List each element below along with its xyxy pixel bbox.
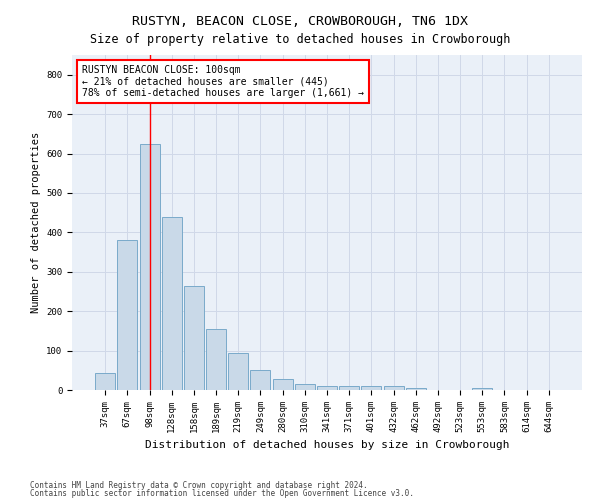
Bar xyxy=(162,218,182,390)
Bar xyxy=(406,388,426,390)
Bar xyxy=(295,384,315,390)
Bar xyxy=(472,388,492,390)
X-axis label: Distribution of detached houses by size in Crowborough: Distribution of detached houses by size … xyxy=(145,440,509,450)
Bar xyxy=(339,386,359,390)
Bar xyxy=(361,386,382,390)
Text: Size of property relative to detached houses in Crowborough: Size of property relative to detached ho… xyxy=(90,32,510,46)
Text: Contains HM Land Registry data © Crown copyright and database right 2024.: Contains HM Land Registry data © Crown c… xyxy=(30,480,368,490)
Bar xyxy=(95,374,115,390)
Y-axis label: Number of detached properties: Number of detached properties xyxy=(31,132,41,313)
Bar xyxy=(118,240,137,390)
Bar xyxy=(272,379,293,390)
Bar xyxy=(383,386,404,390)
Bar xyxy=(317,386,337,390)
Bar xyxy=(228,352,248,390)
Bar xyxy=(140,144,160,390)
Bar xyxy=(184,286,204,390)
Bar xyxy=(250,370,271,390)
Text: RUSTYN, BEACON CLOSE, CROWBOROUGH, TN6 1DX: RUSTYN, BEACON CLOSE, CROWBOROUGH, TN6 1… xyxy=(132,15,468,28)
Bar xyxy=(206,329,226,390)
Text: Contains public sector information licensed under the Open Government Licence v3: Contains public sector information licen… xyxy=(30,489,414,498)
Text: RUSTYN BEACON CLOSE: 100sqm
← 21% of detached houses are smaller (445)
78% of se: RUSTYN BEACON CLOSE: 100sqm ← 21% of det… xyxy=(82,65,364,98)
